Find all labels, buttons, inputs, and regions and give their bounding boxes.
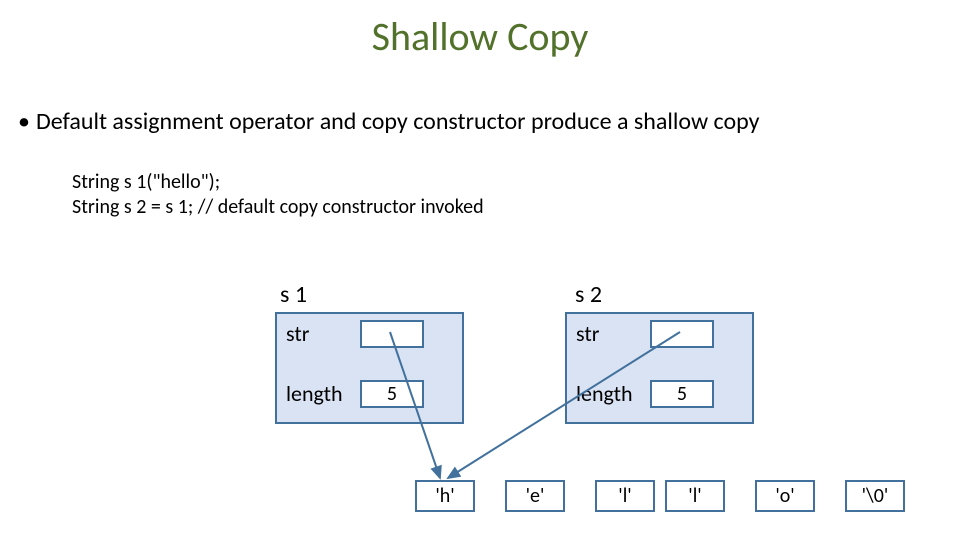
char-cell: 'l' [595, 480, 655, 512]
field-label-s1-length: length [286, 380, 343, 407]
field-box-s1-str [360, 320, 424, 348]
field-box-s1-length: 5 [360, 380, 424, 408]
char-cell: 'h' [415, 480, 475, 512]
bullet-main: •Default assignment operator and copy co… [18, 108, 918, 136]
code-line: String s 1("hello"); [72, 170, 484, 195]
object-label-s1: s 1 [280, 280, 307, 309]
bullet-text: Default assignment operator and copy con… [36, 107, 759, 136]
code-block: String s 1("hello"); String s 2 = s 1; /… [72, 170, 484, 220]
slide-title: Shallow Copy [0, 12, 960, 61]
field-label-s2-length: length [576, 380, 633, 407]
field-label-s1-str: str [286, 320, 309, 347]
field-box-s2-str [650, 320, 714, 348]
char-cell: 'e' [505, 480, 565, 512]
char-cell: '\0' [845, 480, 905, 512]
char-cell: 'o' [755, 480, 815, 512]
slide: Shallow Copy •Default assignment operato… [0, 0, 960, 540]
field-box-s2-length: 5 [650, 380, 714, 408]
field-label-s2-str: str [576, 320, 599, 347]
char-cell: 'l' [665, 480, 725, 512]
arrows-layer [0, 0, 960, 540]
bullet-dot: • [18, 108, 36, 136]
object-label-s2: s 2 [575, 280, 602, 309]
code-line: String s 2 = s 1; // default copy constr… [72, 195, 484, 220]
